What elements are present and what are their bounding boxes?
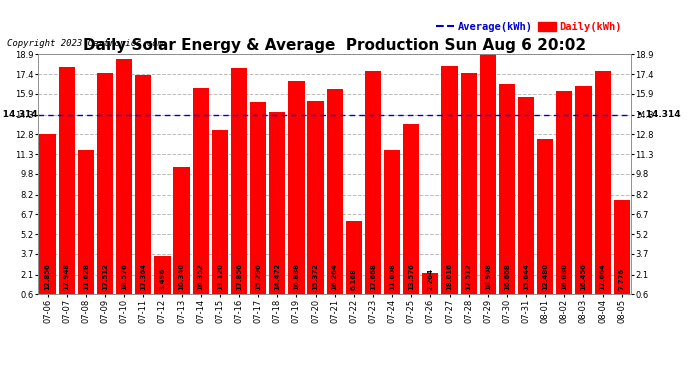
Bar (613, 200, 630, 302)
Bar (442, 66, 457, 302)
Bar (556, 92, 573, 302)
Bar (59, 67, 75, 302)
Text: • 14.314: • 14.314 (637, 110, 681, 119)
Text: 6.168: 6.168 (351, 268, 357, 291)
Text: 18.908: 18.908 (485, 263, 491, 291)
Text: 18.016: 18.016 (446, 264, 453, 291)
Legend: Average(kWh), Daily(kWh): Average(kWh), Daily(kWh) (431, 18, 626, 36)
Text: 17.664: 17.664 (600, 264, 606, 291)
Bar (78, 150, 94, 302)
Text: 12.480: 12.480 (542, 263, 549, 291)
Text: 11.628: 11.628 (83, 264, 89, 291)
Text: 16.352: 16.352 (197, 264, 204, 291)
Bar (155, 256, 170, 302)
Bar (384, 150, 400, 302)
Text: 10.340: 10.340 (179, 263, 184, 291)
Bar (193, 88, 209, 302)
Text: 17.948: 17.948 (63, 263, 70, 291)
Bar (460, 73, 477, 302)
Text: • 14.314: • 14.314 (0, 110, 38, 119)
Text: Copyright 2023 Cartronics.com: Copyright 2023 Cartronics.com (7, 39, 163, 48)
Bar (518, 97, 534, 302)
Text: 15.296: 15.296 (255, 264, 261, 291)
Bar (288, 81, 304, 302)
Text: 16.668: 16.668 (504, 264, 510, 291)
Bar (499, 84, 515, 302)
Text: 16.456: 16.456 (580, 264, 586, 291)
Bar (230, 68, 247, 302)
Bar (250, 102, 266, 302)
Text: 13.120: 13.120 (217, 264, 223, 291)
Text: 11.608: 11.608 (389, 264, 395, 291)
Bar (135, 75, 151, 302)
Text: 18.576: 18.576 (121, 264, 127, 291)
Text: 15.644: 15.644 (523, 263, 529, 291)
Text: 16.264: 16.264 (332, 264, 337, 291)
Text: 17.364: 17.364 (140, 263, 146, 291)
Bar (173, 166, 190, 302)
Bar (575, 86, 591, 302)
Text: 17.856: 17.856 (236, 264, 242, 291)
Bar (422, 273, 439, 302)
Text: 13.576: 13.576 (408, 264, 414, 291)
Bar (346, 221, 362, 302)
Bar (595, 70, 611, 302)
Bar (97, 73, 113, 302)
Text: 2.264: 2.264 (427, 268, 433, 291)
Bar (537, 139, 553, 302)
Bar (212, 130, 228, 302)
Text: 7.776: 7.776 (619, 268, 624, 291)
Text: 14.472: 14.472 (274, 263, 280, 291)
Bar (365, 70, 381, 302)
Text: 17.512: 17.512 (102, 264, 108, 291)
Bar (116, 58, 132, 302)
Bar (39, 134, 56, 302)
Bar (326, 89, 343, 302)
Text: 16.888: 16.888 (293, 264, 299, 291)
Bar (307, 100, 324, 302)
Text: 16.080: 16.080 (562, 264, 567, 291)
Bar (480, 54, 496, 302)
Text: 17.512: 17.512 (466, 264, 472, 291)
Text: 12.856: 12.856 (45, 264, 50, 291)
Bar (269, 112, 286, 302)
Text: 17.668: 17.668 (370, 264, 376, 291)
Bar (403, 124, 420, 302)
Text: 3.496: 3.496 (159, 268, 166, 291)
Title: Daily Solar Energy & Average  Production Sun Aug 6 20:02: Daily Solar Energy & Average Production … (83, 38, 586, 53)
Text: 15.372: 15.372 (313, 264, 319, 291)
